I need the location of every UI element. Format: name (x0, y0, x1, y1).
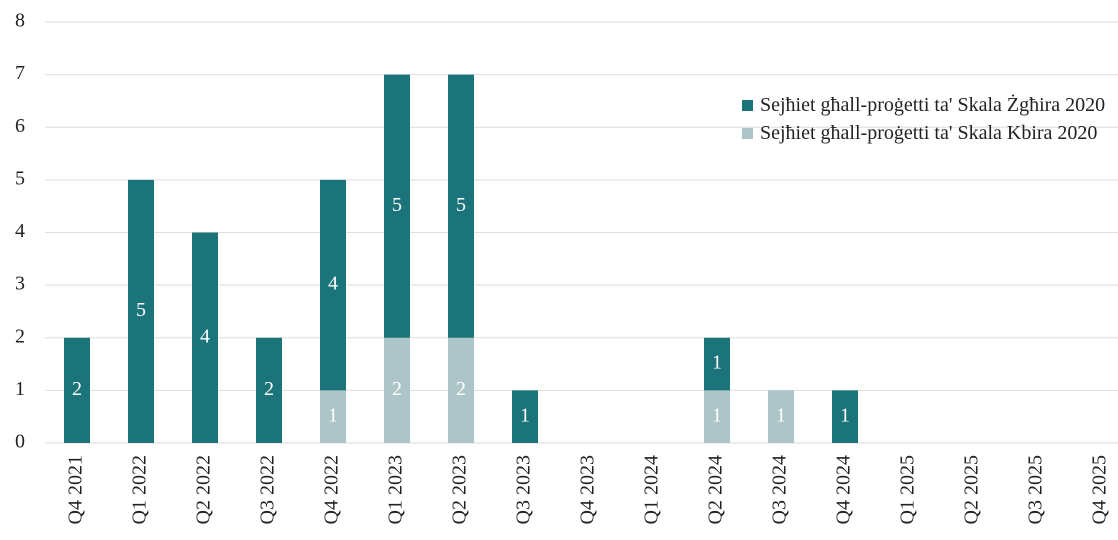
x-tick-label: Q2 2022 (193, 455, 215, 524)
x-tick-label: Q1 2023 (385, 455, 407, 524)
x-tick-label: Q2 2023 (449, 455, 471, 524)
bar-segment (512, 390, 538, 443)
legend-item: Sejħiet għall-proġetti ta' Skala Żgħira … (742, 92, 1118, 118)
data-label: 2 (392, 378, 402, 400)
x-tick-label: Q1 2024 (641, 455, 663, 524)
x-tick-label: Q4 2024 (833, 455, 855, 524)
data-label: 1 (712, 352, 722, 374)
data-label: 5 (456, 194, 466, 216)
data-label: 1 (520, 404, 530, 426)
x-tick-label: Q3 2023 (513, 455, 535, 524)
legend-swatch (742, 100, 753, 111)
y-tick-label: 8 (15, 10, 25, 32)
x-tick-label: Q1 2022 (129, 455, 151, 524)
legend-label: Sejħiet għall-proġetti ta' Skala Żgħira … (760, 94, 1106, 116)
y-tick-label: 4 (15, 220, 25, 242)
data-label: 2 (456, 378, 466, 400)
data-label: 4 (200, 325, 210, 347)
x-tick-label: Q1 2025 (897, 455, 919, 524)
x-tick-label: Q2 2024 (705, 455, 727, 524)
legend-swatch (742, 128, 753, 139)
data-label: 5 (136, 299, 146, 321)
x-tick-label: Q4 2021 (65, 455, 87, 524)
data-label: 1 (712, 404, 722, 426)
bar-segment (448, 337, 474, 443)
data-label: 4 (328, 273, 338, 295)
data-label: 2 (264, 378, 274, 400)
data-label: 1 (328, 404, 338, 426)
y-tick-label: 7 (15, 62, 25, 84)
legend-label: Sejħiet għall-proġetti ta' Skala Kbira 2… (760, 122, 1098, 144)
y-tick-label: 1 (15, 378, 25, 400)
bar-segment (704, 337, 730, 391)
x-tick-label: Q4 2022 (321, 455, 343, 524)
bar-segment (320, 390, 346, 443)
bar-segment (832, 390, 858, 443)
y-tick-label: 6 (15, 115, 25, 137)
data-label: 2 (72, 378, 82, 400)
y-tick-label: 0 (15, 431, 25, 453)
bar-segment (192, 232, 218, 443)
y-tick-label: 3 (15, 273, 25, 295)
bar-segment (128, 179, 154, 443)
bar-segment (768, 390, 794, 443)
data-label: 1 (776, 404, 786, 426)
x-tick-label: Q3 2025 (1025, 455, 1047, 524)
bar-segment (384, 337, 410, 443)
bar-segment (64, 337, 90, 443)
bar-segment (448, 74, 474, 338)
y-tick-label: 5 (15, 167, 25, 189)
bar-segment (384, 74, 410, 338)
data-label: 1 (840, 404, 850, 426)
data-label: 5 (392, 194, 402, 216)
x-tick-label: Q3 2022 (257, 455, 279, 524)
bar-segment (320, 179, 346, 391)
legend-item: Sejħiet għall-proġetti ta' Skala Kbira 2… (742, 120, 1118, 146)
x-tick-label: Q3 2024 (769, 455, 791, 524)
x-tick-label: Q2 2025 (961, 455, 983, 524)
x-tick-label: Q4 2025 (1089, 455, 1111, 524)
x-tick-label: Q4 2023 (577, 455, 599, 524)
bar-segment (256, 337, 282, 443)
y-tick-label: 2 (15, 325, 25, 347)
legend: Sejħiet għall-proġetti ta' Skala Żgħira … (742, 92, 1118, 148)
bar-segment (704, 390, 730, 443)
